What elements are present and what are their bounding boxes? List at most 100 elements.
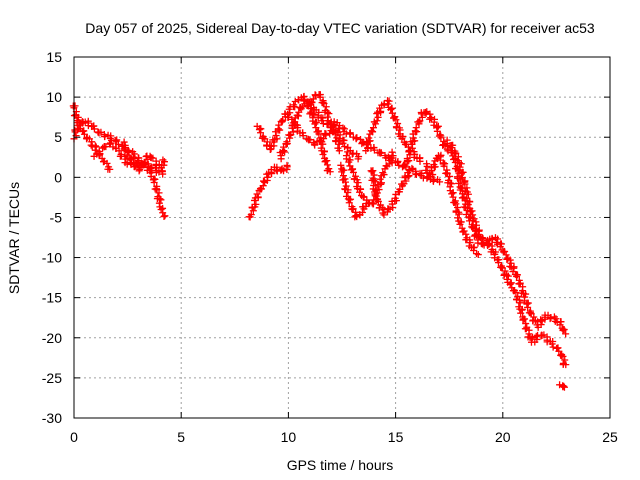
data-point (95, 148, 103, 156)
data-point (501, 267, 509, 275)
data-point (92, 143, 100, 151)
data-point (416, 157, 424, 165)
data-point (396, 185, 404, 193)
data-point (338, 168, 346, 176)
data-point (392, 116, 400, 124)
data-point (283, 161, 291, 169)
data-point (277, 118, 285, 126)
data-point (367, 167, 375, 175)
data-point (87, 141, 95, 149)
data-point (448, 190, 456, 198)
data-track (342, 148, 397, 208)
data-point (562, 361, 570, 369)
data-point (378, 179, 386, 187)
y-tick-label: 5 (54, 129, 62, 145)
data-point (402, 177, 410, 185)
data-point (283, 138, 291, 146)
data-point (430, 161, 438, 169)
data-point (522, 290, 530, 298)
data-point (349, 168, 357, 176)
x-tick-label: 0 (70, 429, 78, 445)
data-point (506, 256, 514, 264)
data-point (474, 251, 482, 259)
data-point (405, 172, 413, 180)
data-point (337, 161, 345, 169)
data-point (380, 211, 388, 219)
data-point (134, 158, 142, 166)
data-track (362, 97, 424, 165)
x-tick-label: 10 (281, 429, 297, 445)
data-point (557, 318, 565, 326)
data-point (377, 180, 385, 188)
data-point (150, 178, 158, 186)
data-point (322, 103, 330, 111)
data-point (374, 197, 382, 205)
data-point (299, 132, 307, 140)
data-point (418, 113, 426, 121)
data-point (319, 151, 327, 159)
data-point (479, 235, 487, 243)
data-point (456, 186, 464, 194)
data-point (455, 210, 463, 218)
data-track (422, 151, 482, 259)
chart-title: Day 057 of 2025, Sidereal Day-to-day VTE… (85, 20, 595, 36)
data-point (247, 211, 255, 219)
data-point (389, 152, 397, 160)
data-point (464, 190, 472, 198)
data-point (255, 126, 263, 134)
y-tick-label: 15 (46, 49, 62, 65)
data-point (387, 106, 395, 114)
data-point (159, 156, 167, 164)
data-point (160, 213, 168, 221)
data-point (74, 113, 82, 121)
data-point (449, 193, 457, 201)
data-point (368, 128, 376, 136)
data-point (478, 234, 486, 242)
data-point (330, 127, 338, 135)
data-point (354, 179, 362, 187)
data-point (373, 110, 381, 118)
data-point (457, 160, 465, 168)
data-point (102, 143, 110, 151)
data-point (385, 160, 393, 168)
data-point (448, 180, 456, 188)
data-point (377, 149, 385, 157)
data-point (548, 340, 556, 348)
data-track (305, 91, 343, 155)
data-point (324, 113, 332, 121)
data-track (367, 164, 416, 219)
data-point (408, 164, 416, 172)
data-point (467, 207, 475, 215)
data-point (561, 356, 569, 364)
y-tick-label: -10 (42, 250, 62, 266)
data-point (339, 124, 347, 132)
data-point (322, 157, 330, 165)
data-point (450, 149, 458, 157)
data-point (120, 145, 128, 153)
x-tick-label: 20 (495, 429, 511, 445)
data-point (394, 120, 402, 128)
x-tick-label: 25 (602, 429, 618, 445)
y-tick-label: 10 (46, 89, 62, 105)
data-point (364, 144, 372, 152)
data-point (155, 189, 163, 197)
data-point (524, 299, 532, 307)
data-point (315, 130, 323, 138)
data-point (504, 272, 512, 280)
data-point (341, 178, 349, 186)
data-point (131, 162, 139, 170)
data-point (326, 120, 334, 128)
data-point (115, 147, 123, 155)
data-point (331, 130, 339, 138)
data-point (523, 300, 531, 308)
data-point (559, 352, 567, 360)
data-point (264, 173, 272, 181)
data-point (289, 128, 297, 136)
data-point (379, 169, 387, 177)
data-point (371, 188, 379, 196)
data-point (373, 117, 381, 125)
data-point (273, 135, 281, 143)
y-axis-label: SDTVAR / TECUs (6, 182, 22, 294)
